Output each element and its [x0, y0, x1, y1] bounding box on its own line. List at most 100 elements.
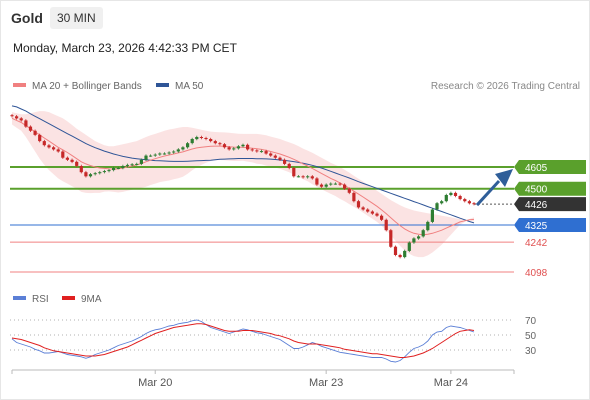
candle-body — [283, 159, 287, 164]
candle-body — [412, 238, 416, 243]
candle-body — [204, 138, 208, 139]
legend-label-ma50: MA 50 — [175, 81, 204, 92]
candle-body — [389, 230, 393, 247]
candle-body — [343, 184, 347, 189]
candle-body — [15, 116, 19, 119]
candle-body — [125, 164, 130, 166]
candle-body — [98, 172, 102, 174]
chart-header: Gold 30 MIN — [0, 0, 590, 38]
candle-body — [310, 176, 314, 179]
candle-body — [93, 173, 97, 175]
candle-body — [153, 154, 157, 156]
candle-body — [195, 137, 199, 140]
candle-body — [435, 203, 439, 210]
candle-body — [324, 184, 328, 187]
asset-name: Gold — [11, 10, 43, 26]
candle-body — [56, 149, 60, 152]
candle-body — [241, 144, 245, 147]
candle-body — [107, 170, 111, 172]
candle-body — [315, 178, 319, 185]
candle-body — [375, 213, 379, 216]
legend-item-rsi: RSI — [13, 294, 49, 305]
candle-body — [380, 215, 384, 220]
candle-body — [472, 203, 476, 205]
candle-body — [347, 188, 351, 193]
candle-body — [250, 149, 254, 151]
candle-body — [102, 171, 106, 173]
candle-body — [296, 176, 300, 178]
candle-body — [246, 144, 250, 150]
candle-body — [52, 147, 56, 150]
ma50-line — [11, 105, 475, 224]
rsi-tick-label: 50 — [525, 331, 537, 342]
rsi-ma9-line — [11, 323, 475, 358]
candle-body — [79, 166, 83, 173]
legend-item-bollinger: MA 20 + Bollinger Bands — [13, 81, 142, 92]
candle-body — [361, 207, 365, 210]
candle-body — [319, 184, 324, 187]
legend-swatch-bollinger — [13, 83, 26, 88]
candle-body — [463, 199, 467, 202]
candle-body — [467, 201, 471, 204]
candle-body — [135, 163, 139, 165]
candle-body — [449, 192, 453, 195]
candle-body — [403, 250, 407, 258]
candle-body — [393, 246, 398, 255]
candle-body — [444, 195, 448, 202]
rsi-tick-label: 30 — [525, 346, 537, 357]
timeframe-badge[interactable]: 30 MIN — [50, 7, 103, 29]
candle-body — [213, 141, 217, 144]
candle-body — [264, 151, 268, 154]
candle-body — [176, 149, 180, 152]
x-tick-label: Mar 23 — [309, 377, 343, 389]
level-tag-4325 — [514, 217, 586, 232]
x-tick-label: Mar 24 — [434, 377, 468, 389]
candle-body — [301, 176, 305, 178]
legend-item-ma50: MA 50 — [156, 81, 203, 92]
candle-body — [209, 139, 213, 142]
candle-body — [259, 151, 264, 153]
research-credit: Research © 2026 Trading Central — [430, 81, 580, 92]
candle-body — [181, 147, 185, 150]
candle-body — [366, 209, 370, 212]
candle-body — [430, 209, 434, 222]
candles — [10, 113, 476, 259]
candle-body — [370, 211, 374, 214]
level-tag-4426 — [514, 197, 586, 212]
candle-body — [10, 115, 14, 117]
candle-body — [287, 163, 291, 168]
candle-body — [292, 168, 296, 177]
candle-body — [116, 168, 120, 169]
x-tick-label: Mar 20 — [138, 377, 172, 389]
legend-label-rsi: RSI — [32, 294, 49, 305]
legend-swatch-9ma — [62, 296, 75, 301]
legend-item-9ma: 9MA — [62, 294, 102, 305]
candle-body — [33, 130, 37, 135]
level-label-4242: 4242 — [525, 238, 548, 249]
candle-body — [329, 183, 333, 185]
candle-body — [222, 144, 227, 148]
candle-body — [24, 120, 28, 127]
candle-body — [61, 151, 65, 158]
candle-body — [162, 153, 167, 155]
candle-body — [333, 183, 337, 185]
candle-body — [42, 141, 46, 146]
candle-body — [453, 192, 458, 196]
level-label-4605: 4605 — [525, 163, 548, 174]
candle-body — [407, 242, 411, 251]
bollinger-band — [12, 111, 474, 258]
candle-body — [158, 153, 162, 155]
candle-body — [218, 143, 222, 145]
candle-body — [356, 201, 361, 208]
candle-body — [19, 118, 23, 121]
candle-body — [28, 126, 33, 131]
candle-body — [269, 153, 273, 156]
candle-body — [139, 159, 143, 164]
legend-label-bollinger: MA 20 + Bollinger Bands — [32, 81, 142, 92]
candle-body — [421, 230, 425, 237]
projection-arrow-shaft — [475, 179, 501, 207]
candle-body — [227, 147, 231, 150]
level-label-4500: 4500 — [525, 185, 548, 196]
candle-body — [255, 150, 259, 152]
